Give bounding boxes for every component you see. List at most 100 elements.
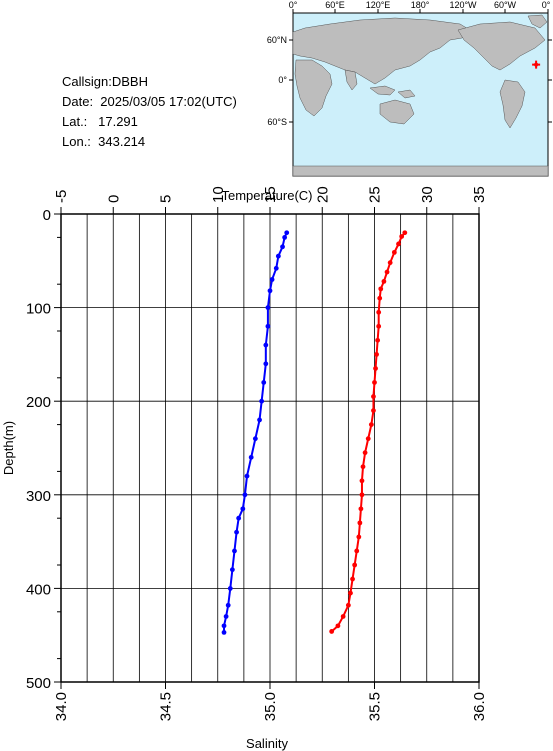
callsign-text: Callsign:DBBH: [62, 74, 148, 89]
temperature-point: [378, 286, 384, 292]
temperature-point: [377, 295, 383, 301]
temperature-point: [362, 450, 368, 456]
depth-tick-label: 100: [26, 301, 51, 318]
temperature-profile: [329, 230, 408, 634]
map-ticks: [289, 9, 552, 123]
depth-tick-label: 0: [43, 207, 51, 224]
salinity-point: [280, 244, 285, 250]
date-text: Date: 2025/03/05 17:02(UTC): [62, 94, 237, 109]
map-land: [292, 14, 549, 177]
temperature-point: [376, 309, 382, 315]
salinity-point: [252, 436, 258, 442]
temperature-tick-label: -5: [53, 190, 70, 203]
salinity-point: [263, 342, 269, 348]
map-lon-label: 180°: [411, 0, 430, 10]
temperature-point: [359, 478, 365, 484]
temperature-point: [402, 230, 408, 236]
salinity-tick-label: 35.0: [262, 692, 279, 721]
salinity-point: [221, 623, 227, 629]
temperature-tick-label: 15: [262, 186, 279, 203]
world-map: 0° 60°E 120°E 180° 120°W 60°W 0° 60°N 0°…: [267, 0, 552, 177]
salinity-profile-line: [223, 232, 288, 633]
salinity-point: [229, 567, 235, 573]
temperature-point: [350, 576, 355, 582]
salinity-point: [221, 629, 227, 635]
salinity-point: [282, 235, 288, 240]
temperature-point: [381, 278, 387, 284]
temperature-axis-label: Temperature(C): [221, 188, 312, 203]
temperature-point: [391, 249, 397, 255]
temperature-point: [354, 548, 360, 554]
depth-tick-label: 400: [26, 581, 51, 598]
temperature-point: [357, 520, 363, 526]
salinity-point: [259, 398, 265, 404]
salinity-point: [223, 614, 229, 619]
temperature-tick-label: 5: [158, 195, 175, 203]
salinity-point: [275, 253, 281, 259]
depth-axis: 0 100 200 300 400 500: [26, 207, 61, 692]
temperature-tick-label: 25: [367, 186, 384, 203]
station-marker: [532, 60, 541, 69]
temperature-point: [359, 492, 365, 498]
temperature-point: [384, 269, 390, 275]
longitude-text: Lon.: 343.214: [62, 134, 146, 149]
map-lon-label: 0°: [289, 0, 298, 10]
salinity-point: [269, 277, 275, 282]
salinity-point: [265, 305, 271, 310]
profile-series: [221, 230, 408, 635]
temperature-point: [396, 241, 401, 247]
map-lon-labels: 0° 60°E 120°E 180° 120°W 60°W 0°: [289, 0, 551, 10]
temperature-tick-label: 30: [419, 186, 436, 203]
station-marker-dot: [534, 62, 539, 67]
salinity-point: [273, 265, 279, 271]
temperature-point: [399, 234, 405, 239]
temperature-point: [348, 590, 353, 596]
salinity-tick-label: 35.5: [367, 692, 384, 721]
salinity-point: [267, 288, 273, 294]
map-lat-label: 0°: [278, 75, 287, 85]
temperature-profile-line: [330, 232, 406, 633]
temperature-point: [340, 614, 346, 619]
salinity-point: [240, 506, 246, 512]
salinity-point: [265, 323, 271, 329]
temperature-axis: -5 0 5 10 15 20 25 30 35: [53, 186, 488, 214]
temperature-tick-label: 20: [314, 186, 331, 203]
salinity-point: [248, 454, 254, 460]
temperature-point: [365, 436, 371, 442]
salinity-point: [261, 380, 267, 385]
salinity-point: [242, 492, 248, 498]
temperature-point: [358, 506, 364, 512]
salinity-axis: 34.0 34.5 35.0 35.5 36.0: [53, 682, 488, 721]
depth-axis-label: Depth(m): [1, 421, 16, 475]
temperature-point: [335, 623, 341, 629]
temperature-point: [352, 562, 358, 568]
temperature-point: [371, 408, 376, 413]
depth-tick-label: 300: [26, 488, 51, 505]
salinity-point: [263, 361, 269, 367]
salinity-point: [234, 529, 239, 535]
temperature-point: [360, 464, 366, 470]
map-lat-label: 60°S: [267, 117, 287, 127]
latitude-text: Lat.: 17.291: [62, 114, 138, 129]
map-lon-label: 120°W: [449, 0, 477, 10]
salinity-point: [236, 515, 242, 521]
depth-tick-label: 500: [26, 675, 51, 692]
salinity-point: [232, 548, 237, 554]
salinity-axis-label: Salinity: [246, 736, 288, 751]
temperature-point: [376, 323, 382, 329]
temperature-point: [387, 260, 393, 266]
temperature-point: [368, 422, 374, 427]
station-info: Callsign:DBBH Date: 2025/03/05 17:02(UTC…: [62, 72, 237, 152]
temperature-point: [345, 602, 351, 608]
temperature-point: [374, 352, 379, 357]
temperature-point: [375, 337, 381, 343]
temperature-point: [372, 380, 377, 385]
map-lon-label: 0°: [542, 0, 551, 10]
temperature-tick-label: 35: [471, 186, 488, 203]
map-lon-label: 60°E: [325, 0, 345, 10]
map-lon-label: 120°E: [366, 0, 391, 10]
map-lon-label: 60°W: [494, 0, 517, 10]
salinity-point: [244, 473, 250, 479]
